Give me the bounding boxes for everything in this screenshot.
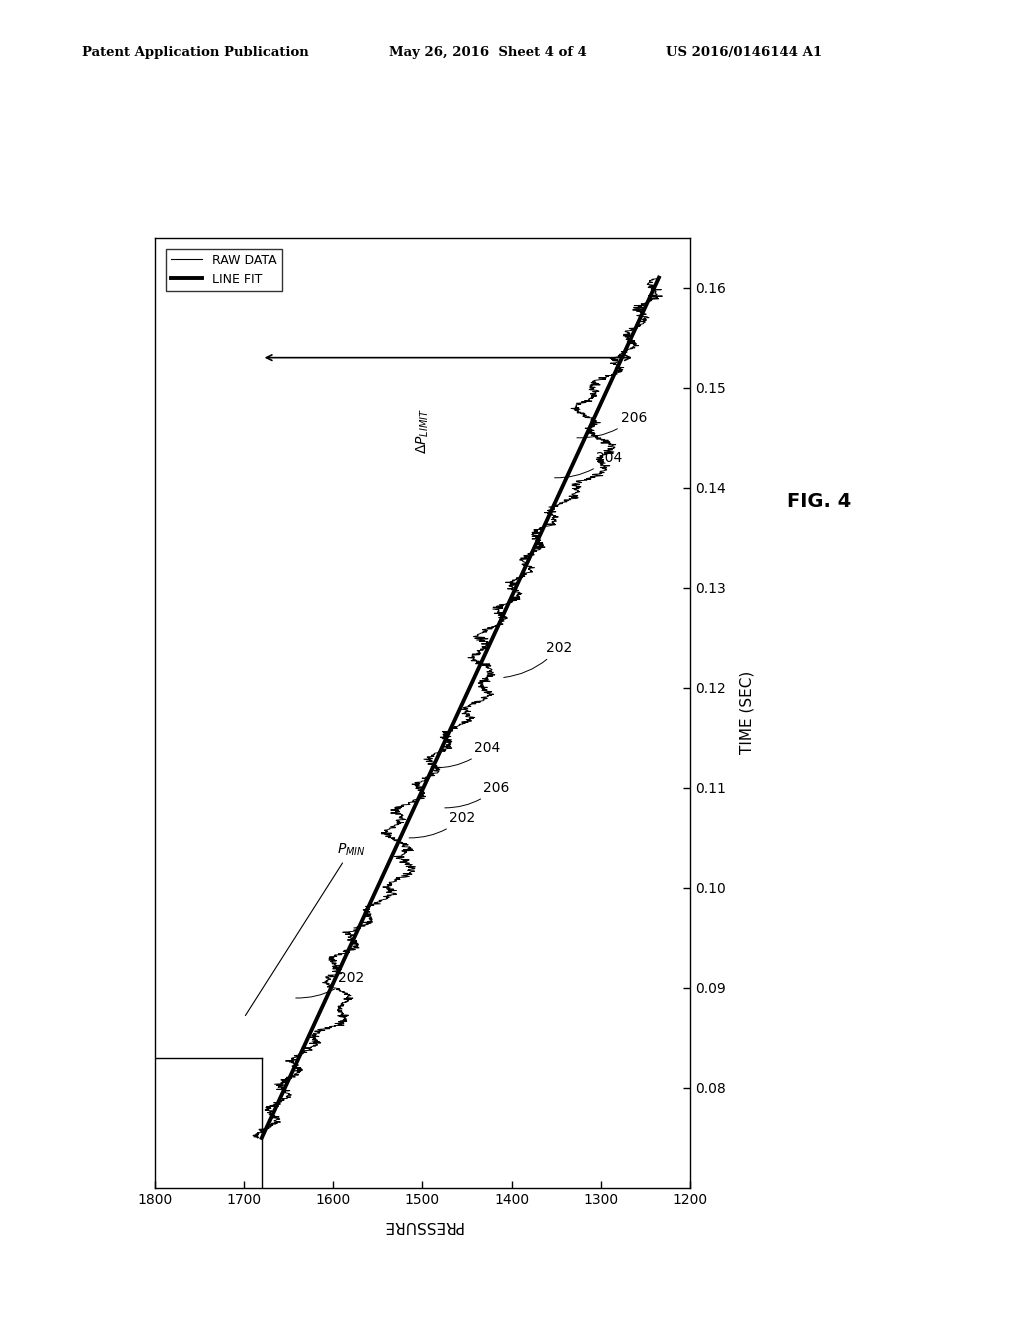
- Text: 206: 206: [444, 781, 510, 808]
- X-axis label: PRESSURE: PRESSURE: [382, 1218, 463, 1233]
- Text: 202: 202: [296, 972, 364, 998]
- Text: US 2016/0146144 A1: US 2016/0146144 A1: [666, 46, 821, 59]
- Text: May 26, 2016  Sheet 4 of 4: May 26, 2016 Sheet 4 of 4: [389, 46, 587, 59]
- Text: FIG. 4: FIG. 4: [787, 492, 851, 511]
- Text: $\Delta P_{LIMIT}$: $\Delta P_{LIMIT}$: [414, 408, 431, 454]
- Text: 206: 206: [577, 411, 647, 438]
- Text: $P_{MIN}$: $P_{MIN}$: [246, 841, 366, 1015]
- Y-axis label: TIME (SEC): TIME (SEC): [739, 671, 755, 755]
- Text: 202: 202: [410, 810, 475, 838]
- Text: Patent Application Publication: Patent Application Publication: [82, 46, 308, 59]
- Text: 204: 204: [555, 450, 623, 478]
- Legend: RAW DATA, LINE FIT: RAW DATA, LINE FIT: [166, 248, 282, 290]
- Text: 202: 202: [504, 640, 571, 677]
- Text: 204: 204: [434, 741, 501, 768]
